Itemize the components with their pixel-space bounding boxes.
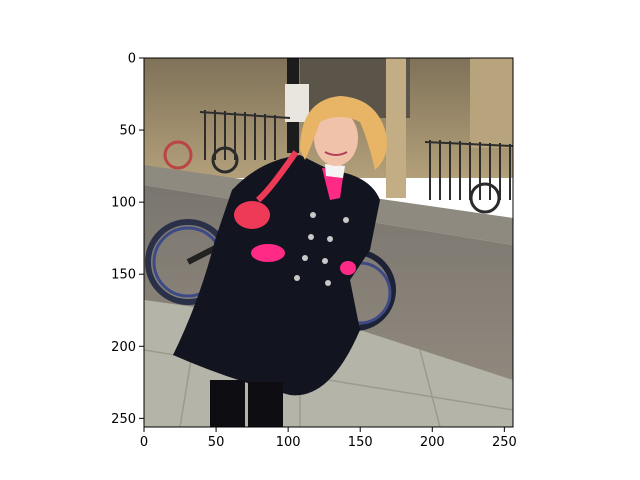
photo [144,58,513,427]
x-tick-label: 150 [348,435,373,450]
axes-frame [143,57,514,428]
bag [234,201,270,229]
y-tick-label: 0 [128,52,136,67]
leg-right [248,382,283,427]
leg-left [210,380,245,427]
stone-pillar-right [470,58,513,148]
y-tick-label: 150 [111,268,136,283]
glove-right [340,261,356,275]
y-tick-label: 50 [119,124,136,139]
y-tick-label: 100 [111,196,136,211]
mouth [324,151,348,156]
coat-buttons [294,212,349,286]
x-tick-label: 100 [276,435,301,450]
stone-pillar [386,58,406,198]
railing-right [424,140,513,200]
x-tick-label: 50 [208,435,225,450]
sign [285,84,309,122]
glove-left [251,244,285,262]
y-tick-label: 200 [111,340,136,355]
x-tick-label: 0 [140,435,148,450]
collar [325,164,345,178]
y-tick-label: 250 [111,412,136,427]
x-tick-label: 250 [492,435,517,450]
x-tick-label: 200 [420,435,445,450]
bicycles-background [163,140,501,214]
x-axis: 0 50 100 150 200 250 [140,427,517,450]
coat [173,155,380,396]
hair [300,96,388,170]
bag-strap [256,150,299,203]
y-axis: 0 50 100 150 200 250 [111,52,144,427]
